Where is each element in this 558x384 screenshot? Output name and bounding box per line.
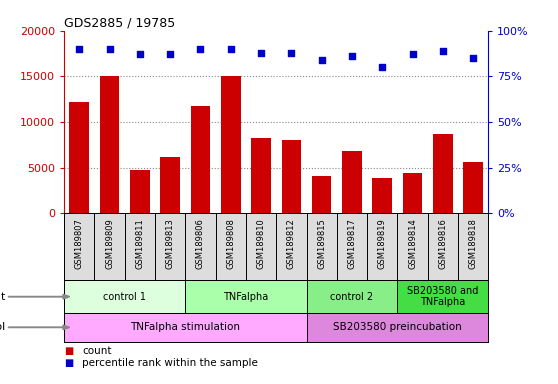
Text: GSM189819: GSM189819 — [378, 218, 387, 269]
Text: SB203580 and
TNFalpha: SB203580 and TNFalpha — [407, 286, 479, 308]
Text: GDS2885 / 19785: GDS2885 / 19785 — [64, 17, 175, 30]
Text: GSM189806: GSM189806 — [196, 218, 205, 269]
Bar — [64, 313, 306, 342]
Point — [196, 46, 205, 52]
Bar — [160, 157, 180, 213]
Text: control 2: control 2 — [330, 291, 373, 302]
Text: control 1: control 1 — [103, 291, 146, 302]
Bar — [312, 176, 331, 213]
Text: GSM189809: GSM189809 — [105, 218, 114, 269]
Point — [317, 57, 326, 63]
Point — [75, 46, 84, 52]
Bar — [372, 177, 392, 213]
Text: GSM189818: GSM189818 — [469, 218, 478, 269]
Bar — [397, 280, 488, 313]
Text: protocol: protocol — [0, 322, 6, 333]
Bar — [281, 140, 301, 213]
Bar — [69, 102, 89, 213]
Text: GSM189814: GSM189814 — [408, 218, 417, 269]
Point — [439, 48, 448, 54]
Bar — [64, 280, 185, 313]
Point — [378, 64, 387, 70]
Bar — [342, 151, 362, 213]
Text: ■: ■ — [64, 358, 74, 368]
Text: GSM189813: GSM189813 — [166, 218, 175, 269]
Text: GSM189817: GSM189817 — [348, 218, 357, 269]
Point — [105, 46, 114, 52]
Point — [287, 50, 296, 56]
Text: GSM189808: GSM189808 — [227, 218, 235, 269]
Point — [348, 53, 357, 59]
Point — [227, 46, 235, 52]
Text: ■: ■ — [64, 346, 74, 356]
Bar — [100, 76, 119, 213]
Point — [166, 51, 175, 58]
Point — [469, 55, 478, 61]
Bar — [306, 280, 397, 313]
Bar — [403, 173, 422, 213]
Text: SB203580 preincubation: SB203580 preincubation — [333, 322, 462, 333]
Bar — [433, 134, 453, 213]
Text: GSM189811: GSM189811 — [136, 218, 145, 269]
Point — [408, 51, 417, 58]
Bar — [306, 313, 488, 342]
Bar — [130, 170, 150, 213]
Bar — [221, 76, 240, 213]
Point — [257, 50, 266, 56]
Bar — [191, 106, 210, 213]
Point — [136, 51, 145, 58]
Bar — [185, 280, 306, 313]
Text: TNFalpha: TNFalpha — [223, 291, 268, 302]
Text: GSM189815: GSM189815 — [317, 218, 326, 269]
Text: GSM189812: GSM189812 — [287, 218, 296, 269]
Text: TNFalpha stimulation: TNFalpha stimulation — [131, 322, 240, 333]
Text: GSM189816: GSM189816 — [439, 218, 448, 269]
Text: GSM189807: GSM189807 — [75, 218, 84, 269]
Text: GSM189810: GSM189810 — [257, 218, 266, 269]
Bar — [463, 162, 483, 213]
Text: agent: agent — [0, 291, 6, 302]
Bar — [251, 138, 271, 213]
Text: percentile rank within the sample: percentile rank within the sample — [82, 358, 258, 368]
Text: count: count — [82, 346, 112, 356]
